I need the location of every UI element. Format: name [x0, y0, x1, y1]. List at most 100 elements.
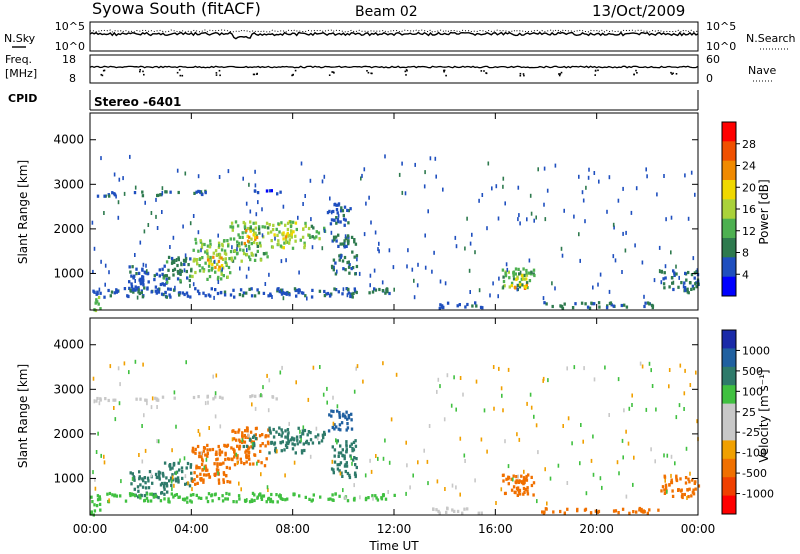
range-gate-cell	[332, 258, 336, 262]
range-gate-cell	[214, 265, 217, 270]
scatter-region	[92, 287, 357, 299]
range-gate-cell	[218, 265, 221, 269]
range-gate-cell	[194, 451, 197, 455]
range-gate-cell	[250, 294, 254, 298]
range-gate-cell	[127, 294, 130, 299]
range-gate-cell	[284, 240, 288, 245]
range-gate-cell	[220, 277, 223, 281]
range-gate-cell	[525, 281, 529, 285]
range-gate-cell	[342, 412, 345, 416]
noise-cell	[319, 365, 321, 369]
range-gate-cell	[260, 394, 263, 398]
range-gate-cell	[268, 189, 272, 193]
noise-cell	[444, 487, 446, 491]
range-gate-cell	[99, 291, 102, 295]
range-gate-cell	[333, 218, 336, 222]
range-gate-cell	[286, 433, 290, 437]
noise-cell	[492, 365, 495, 369]
range-gate-cell	[525, 268, 528, 273]
range-gate-cell	[311, 235, 314, 239]
range-gate-cell	[315, 230, 318, 234]
noise-cell	[495, 184, 498, 189]
range-gate-cell	[228, 466, 231, 470]
range-gate-cell	[248, 462, 252, 466]
range-gate-cell	[132, 276, 135, 280]
scatter-region	[327, 409, 354, 433]
range-gate-cell	[107, 398, 110, 403]
range-gate-cell	[334, 272, 338, 276]
noise-cell	[546, 188, 549, 193]
scatter-region	[282, 229, 295, 241]
range-gate-cell	[98, 495, 101, 499]
noise-cell	[281, 365, 283, 370]
range-gate-cell	[114, 398, 117, 402]
range-gate-cell	[561, 306, 564, 311]
range-gate-cell	[201, 192, 204, 197]
range-gate-cell	[563, 511, 566, 515]
range-gate-cell	[683, 281, 686, 285]
noise-cell	[533, 218, 535, 223]
range-gate-cell	[226, 275, 229, 279]
range-gate-cell	[286, 221, 290, 225]
noise-cell	[156, 226, 159, 230]
range-gate-cell	[158, 268, 161, 272]
noise-cell	[251, 402, 253, 407]
range-gate-cell	[214, 249, 218, 253]
range-gate-cell	[690, 273, 694, 277]
range-gate-cell	[253, 453, 257, 457]
range-gate-cell	[141, 477, 144, 481]
noise-cell	[361, 173, 363, 178]
noise-cell	[92, 269, 94, 274]
nave-dot	[519, 74, 522, 77]
range-gate-cell	[560, 305, 564, 309]
range-gate-cell	[203, 446, 207, 450]
range-gate-cell	[245, 253, 249, 257]
noise-cell	[413, 278, 415, 283]
range-gate-cell	[346, 422, 349, 426]
range-gate-cell	[329, 293, 332, 297]
range-gate-cell	[195, 464, 198, 468]
range-gate-cell	[255, 242, 259, 246]
range-gate-cell	[184, 256, 188, 261]
range-gate-cell	[147, 486, 151, 490]
range-gate-cell	[343, 457, 346, 461]
range-gate-cell	[191, 274, 194, 279]
nave-dot	[331, 71, 333, 73]
range-gate-cell	[158, 477, 161, 481]
range-gate-cell	[337, 451, 341, 455]
noise-cell	[97, 431, 99, 436]
noise-cell	[498, 366, 500, 371]
noise-cell	[155, 214, 157, 219]
range-gate-cell	[176, 277, 180, 281]
range-gate-cell	[446, 301, 450, 305]
noise-cell	[530, 405, 533, 410]
noise-cell	[582, 439, 584, 444]
range-gate-cell	[113, 494, 116, 498]
noise-cell	[535, 423, 538, 428]
range-gate-cell	[200, 496, 203, 500]
nave-dot	[256, 73, 258, 75]
range-gate-cell	[254, 253, 258, 257]
noise-cell	[480, 437, 483, 442]
noise-cell	[268, 272, 270, 277]
noise-cell	[332, 421, 335, 426]
nsky-label: N.Sky	[4, 32, 36, 45]
range-gate-cell	[189, 295, 192, 299]
range-gate-cell	[280, 288, 283, 292]
colorbar-tick-label: -100	[742, 447, 767, 460]
noise-cell	[260, 472, 262, 477]
range-gate-cell	[232, 500, 235, 504]
nave-dot	[558, 74, 561, 77]
noise-cell	[592, 434, 594, 439]
range-gate-cell	[138, 291, 141, 296]
range-gate-cell	[207, 269, 211, 273]
noise-cell	[627, 441, 630, 446]
range-gate-cell	[256, 191, 260, 195]
range-gate-cell	[341, 209, 345, 213]
range-gate-cell	[522, 486, 526, 491]
range-gate-cell	[207, 293, 210, 297]
range-gate-cell	[329, 497, 332, 501]
range-gate-cell	[351, 295, 354, 299]
noise-cell	[215, 373, 218, 378]
